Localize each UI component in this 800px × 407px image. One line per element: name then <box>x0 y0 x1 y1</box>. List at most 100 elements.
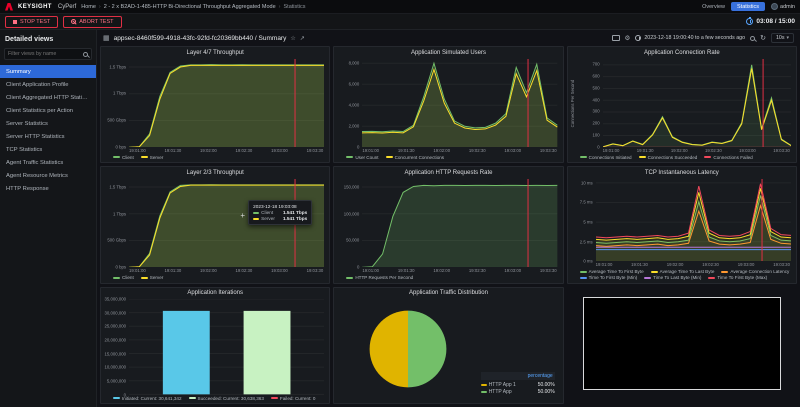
sidebar-item-server-http-statistics[interactable]: Server HTTP Statistics <box>0 130 96 143</box>
statistics-tab[interactable]: Statistics <box>731 2 765 11</box>
legend-item[interactable]: User Count <box>346 155 378 160</box>
legend-header[interactable]: percentage <box>481 372 555 380</box>
legend-item[interactable]: Time To First Byte (Max) <box>708 275 767 280</box>
share-icon[interactable]: ↗ <box>300 35 305 42</box>
product-name: CyPerf <box>58 4 76 10</box>
y-tick-label: 4,000 <box>349 102 360 107</box>
legend-item[interactable]: Failed: Current: 0 <box>271 396 316 401</box>
sidebar-item-client-application-profile[interactable]: Client Application Profile <box>0 78 96 91</box>
star-icon[interactable]: ☆ <box>290 35 295 42</box>
legend-item[interactable]: Average Connection Latency <box>721 269 789 274</box>
legend-item[interactable]: Average Time To Last Byte <box>651 269 715 274</box>
legend-item[interactable]: HTTP App 50.00% <box>481 389 555 395</box>
line-chart[interactable] <box>362 179 557 267</box>
legend-item[interactable]: Client <box>113 275 134 280</box>
line-chart[interactable] <box>596 179 791 261</box>
stop-icon <box>13 20 17 24</box>
sidebar-item-http-response[interactable]: HTTP Response <box>0 182 96 195</box>
chart-legend: User Count Concurrent Connections <box>334 154 562 163</box>
y-axis: 1.5 Tbps1 Tbps500 Gbps0 bps <box>103 59 129 147</box>
overview-tab[interactable]: Overview <box>702 4 725 10</box>
x-axis: 19:01:0019:01:3019:02:0019:02:3019:03:00… <box>101 147 329 154</box>
legend-item[interactable]: Concurrent Connections <box>386 155 445 160</box>
time-range-picker[interactable]: 2023-12-18 19:00:40 to a few seconds ago <box>635 35 745 41</box>
y-tick-label: 500 <box>592 85 599 90</box>
abort-icon <box>71 19 76 24</box>
y-axis: 7006005004003002001000 <box>577 59 603 147</box>
refresh-interval-select[interactable]: 10s ▾ <box>771 33 794 43</box>
sidebar-item-client-aggregated-http-statistics[interactable]: Client Aggregated HTTP Statistics <box>0 91 96 104</box>
series-marker-icon <box>481 384 487 386</box>
sidebar-item-summary[interactable]: Summary <box>0 65 96 78</box>
panel-title[interactable]: Layer 4/7 Throughput <box>101 47 329 57</box>
legend-item[interactable]: Connections Failed <box>704 155 752 160</box>
user-menu[interactable]: admin <box>771 3 795 10</box>
panel-application-http-requests-rate: Application HTTP Requests Rate 150,00010… <box>333 166 563 283</box>
legend-item[interactable]: Succeeded: Current: 30,638,363 <box>189 396 264 401</box>
legend-item[interactable]: Time To Last Byte (Min) <box>644 275 701 280</box>
panel-grid: Layer 4/7 Throughput 1.5 Tbps1 Tbps500 G… <box>97 46 800 407</box>
line-chart[interactable] <box>603 59 791 147</box>
brand-name: KEYSIGHT <box>18 4 52 10</box>
x-axis: 19:01:0019:01:3019:02:0019:02:3019:03:00… <box>101 267 329 274</box>
legend-item[interactable]: Average Time To First Byte <box>580 269 644 274</box>
pie-chart[interactable] <box>368 309 448 389</box>
series-marker-icon <box>253 218 259 220</box>
panel-title[interactable]: Application Traffic Distribution <box>334 288 562 298</box>
panel-title[interactable]: TCP Instantaneous Latency <box>568 167 796 177</box>
tooltip-time: 2023-12-18 19:03:08 <box>253 204 307 209</box>
dashboard-header: ▦ appsec-8460f599-4918-43fc-92fd-fc20369… <box>97 30 800 46</box>
y-tick-label: 500 Gbps <box>107 238 126 243</box>
refresh-icon[interactable]: ↻ <box>760 34 766 42</box>
y-tick-label: 0 <box>357 144 359 149</box>
line-chart[interactable] <box>129 59 324 147</box>
chevron-down-icon: ▾ <box>786 35 789 41</box>
legend-item[interactable]: Connections Initiated <box>580 155 632 160</box>
y-axis: 10 ms7.5 ms5 ms2.5 ms0 ms <box>570 179 596 261</box>
y-axis: 1.5 Tbps1 Tbps500 Gbps0 bps <box>103 179 129 267</box>
bar-chart[interactable] <box>129 299 324 394</box>
panel-title[interactable]: Application Connection Rate <box>568 47 796 57</box>
user-name: admin <box>780 4 795 10</box>
zoom-out-icon[interactable] <box>750 36 755 41</box>
legend-item[interactable]: HTTP App 1 50.00% <box>481 382 555 388</box>
abort-test-button[interactable]: ABORT TEST <box>63 16 121 28</box>
sidebar-item-client-statistics-per-action[interactable]: Client Statistics per Action <box>0 104 96 117</box>
view-filter-input[interactable] <box>8 51 83 57</box>
panel-title[interactable]: Application HTTP Requests Rate <box>334 167 562 177</box>
chart-legend: Initiated: Current: 30,641,342Succeeded:… <box>101 395 329 404</box>
legend-item[interactable]: HTTP Requests Per Second <box>346 275 413 280</box>
chart-legend: Client Server <box>101 274 329 283</box>
view-filter[interactable] <box>4 48 92 60</box>
chart-legend: Average Time To First Byte Average Time T… <box>568 268 796 283</box>
stop-test-button[interactable]: STOP TEST <box>5 16 58 28</box>
sidebar-item-agent-traffic-statistics[interactable]: Agent Traffic Statistics <box>0 156 96 169</box>
bar <box>244 311 291 394</box>
blank-video-area <box>583 297 781 390</box>
breadcrumb-test-name[interactable]: 2 - 2 x B2AD-1-485-HTTP Bi-Directional T… <box>104 4 276 10</box>
gear-icon[interactable]: ⚙ <box>625 34 631 42</box>
apps-grid-icon[interactable]: ▦ <box>103 34 110 42</box>
pie-slice <box>408 311 446 388</box>
top-nav: KEYSIGHT CyPerf Home › 2 - 2 x B2AD-1-48… <box>0 0 800 14</box>
y-tick-label: 30,000,000 <box>104 310 126 315</box>
panel-title[interactable]: Application Iterations <box>101 288 329 298</box>
cycle-view-icon[interactable] <box>612 35 620 41</box>
panel-application-traffic-distribution: Application Traffic Distribution percent… <box>333 287 563 404</box>
panel-title[interactable]: Application Simulated Users <box>334 47 562 57</box>
sidebar-item-agent-resource-metrics[interactable]: Agent Resource Metrics <box>0 169 96 182</box>
sidebar-item-tcp-statistics[interactable]: TCP Statistics <box>0 143 96 156</box>
y-tick-label: 10,000,000 <box>104 365 126 370</box>
legend-item[interactable]: Server <box>141 275 164 280</box>
breadcrumb-home[interactable]: Home <box>81 4 96 10</box>
line-chart[interactable] <box>362 59 557 147</box>
legend-item[interactable]: Server <box>141 155 164 160</box>
legend-item[interactable]: Time To First Byte (Min) <box>580 275 638 280</box>
legend-item[interactable]: Client <box>113 155 134 160</box>
y-tick-label: 0 ms <box>583 259 592 264</box>
legend-item[interactable]: Connections Succeeded <box>639 155 698 160</box>
sidebar-item-server-statistics[interactable]: Server Statistics <box>0 117 96 130</box>
panel-title[interactable]: Layer 2/3 Throughput <box>101 167 329 177</box>
y-tick-label: 2.5 ms <box>580 239 593 244</box>
y-tick-label: 100 <box>592 133 599 138</box>
